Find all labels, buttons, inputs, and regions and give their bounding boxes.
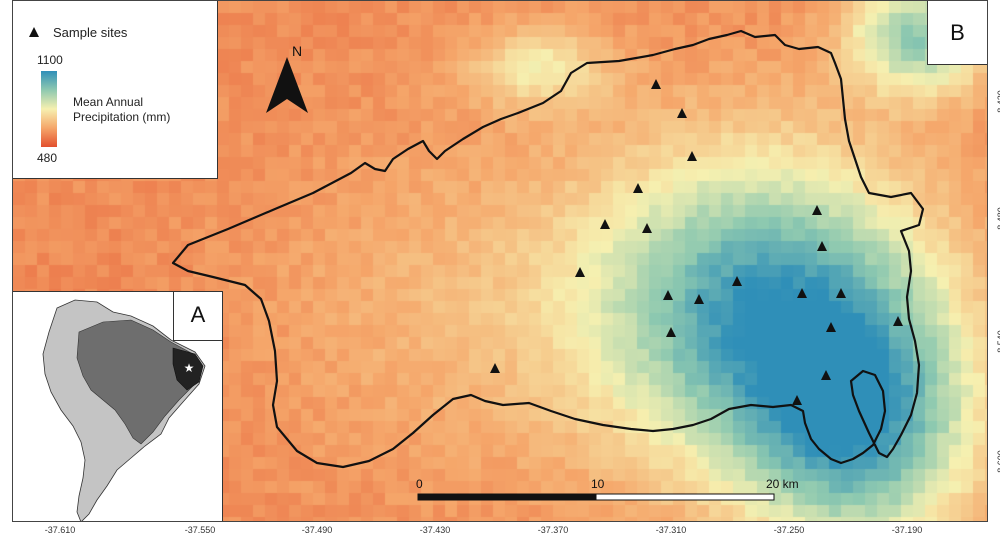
panel-letter-b: B	[927, 1, 987, 65]
panel-letter-a: A	[173, 291, 223, 341]
scale-bar	[417, 493, 775, 501]
sample-site-marker	[817, 241, 827, 251]
sample-sites-layer	[490, 79, 903, 405]
north-label: N	[292, 43, 303, 59]
sample-site-marker	[732, 276, 742, 286]
sample-site-marker	[663, 290, 673, 300]
sample-site-marker	[893, 316, 903, 326]
y-tick-label: -8.540	[996, 330, 1000, 356]
sample-site-marker	[677, 108, 687, 118]
sample-site-marker	[490, 363, 500, 373]
sample-site-marker	[666, 327, 676, 337]
sample-site-marker	[836, 288, 846, 298]
x-tick-label: -37.190	[891, 525, 923, 535]
sample-site-marker	[651, 79, 661, 89]
sample-site-marker	[575, 267, 585, 277]
brazil-region	[76, 319, 202, 445]
north-arrow-icon	[266, 57, 308, 113]
x-tick-label: -37.490	[301, 525, 333, 535]
gradient-title-line1: Mean Annual	[73, 95, 144, 109]
sample-site-marker	[642, 223, 652, 233]
gradient-title: Mean Annual Precipitation (mm)	[73, 95, 213, 125]
x-tick-label: -37.370	[537, 525, 569, 535]
sample-site-icon	[29, 27, 39, 37]
scale-label-10: 10	[591, 477, 605, 491]
watershed-boundary	[171, 29, 925, 469]
x-tick-label: -37.550	[184, 525, 216, 535]
gradient-min-label: 480	[37, 151, 58, 165]
sample-site-marker	[694, 294, 704, 304]
map-frame: N 0 10 20 km Sample sites 1100 Mean Annu…	[12, 0, 988, 522]
sample-site-marker	[826, 322, 836, 332]
gradient-max-label: 1100	[37, 53, 63, 67]
south-america-map: ★	[42, 299, 206, 521]
sample-site-marker	[792, 395, 802, 405]
sample-site-marker	[633, 183, 643, 193]
study-area-star-icon: ★	[184, 361, 195, 375]
x-tick-label: -37.610	[44, 525, 76, 535]
scale-label-0: 0	[416, 477, 423, 491]
map-overlay	[171, 29, 925, 501]
sample-site-marker	[812, 205, 822, 215]
sample-site-marker	[821, 370, 831, 380]
legend-panel: Sample sites 1100 Mean Annual Precipitat…	[13, 1, 218, 179]
precipitation-gradient	[41, 71, 57, 147]
y-tick-label: -8.420	[996, 90, 1000, 116]
inset-map-panel: ★ A	[13, 291, 223, 521]
x-tick-label: -37.430	[419, 525, 451, 535]
gradient-title-line2: Precipitation (mm)	[73, 110, 171, 124]
sample-site-marker	[797, 288, 807, 298]
y-tick-label: -8.600	[996, 450, 1000, 476]
y-tick-label: -8.480	[996, 207, 1000, 233]
scale-label-20: 20 km	[766, 477, 799, 491]
sample-site-marker	[600, 219, 610, 229]
x-tick-label: -37.310	[655, 525, 687, 535]
northeast-region	[172, 347, 204, 391]
legend-sample-sites-label: Sample sites	[53, 25, 128, 40]
sample-site-marker	[687, 151, 697, 161]
x-tick-label: -37.250	[773, 525, 805, 535]
